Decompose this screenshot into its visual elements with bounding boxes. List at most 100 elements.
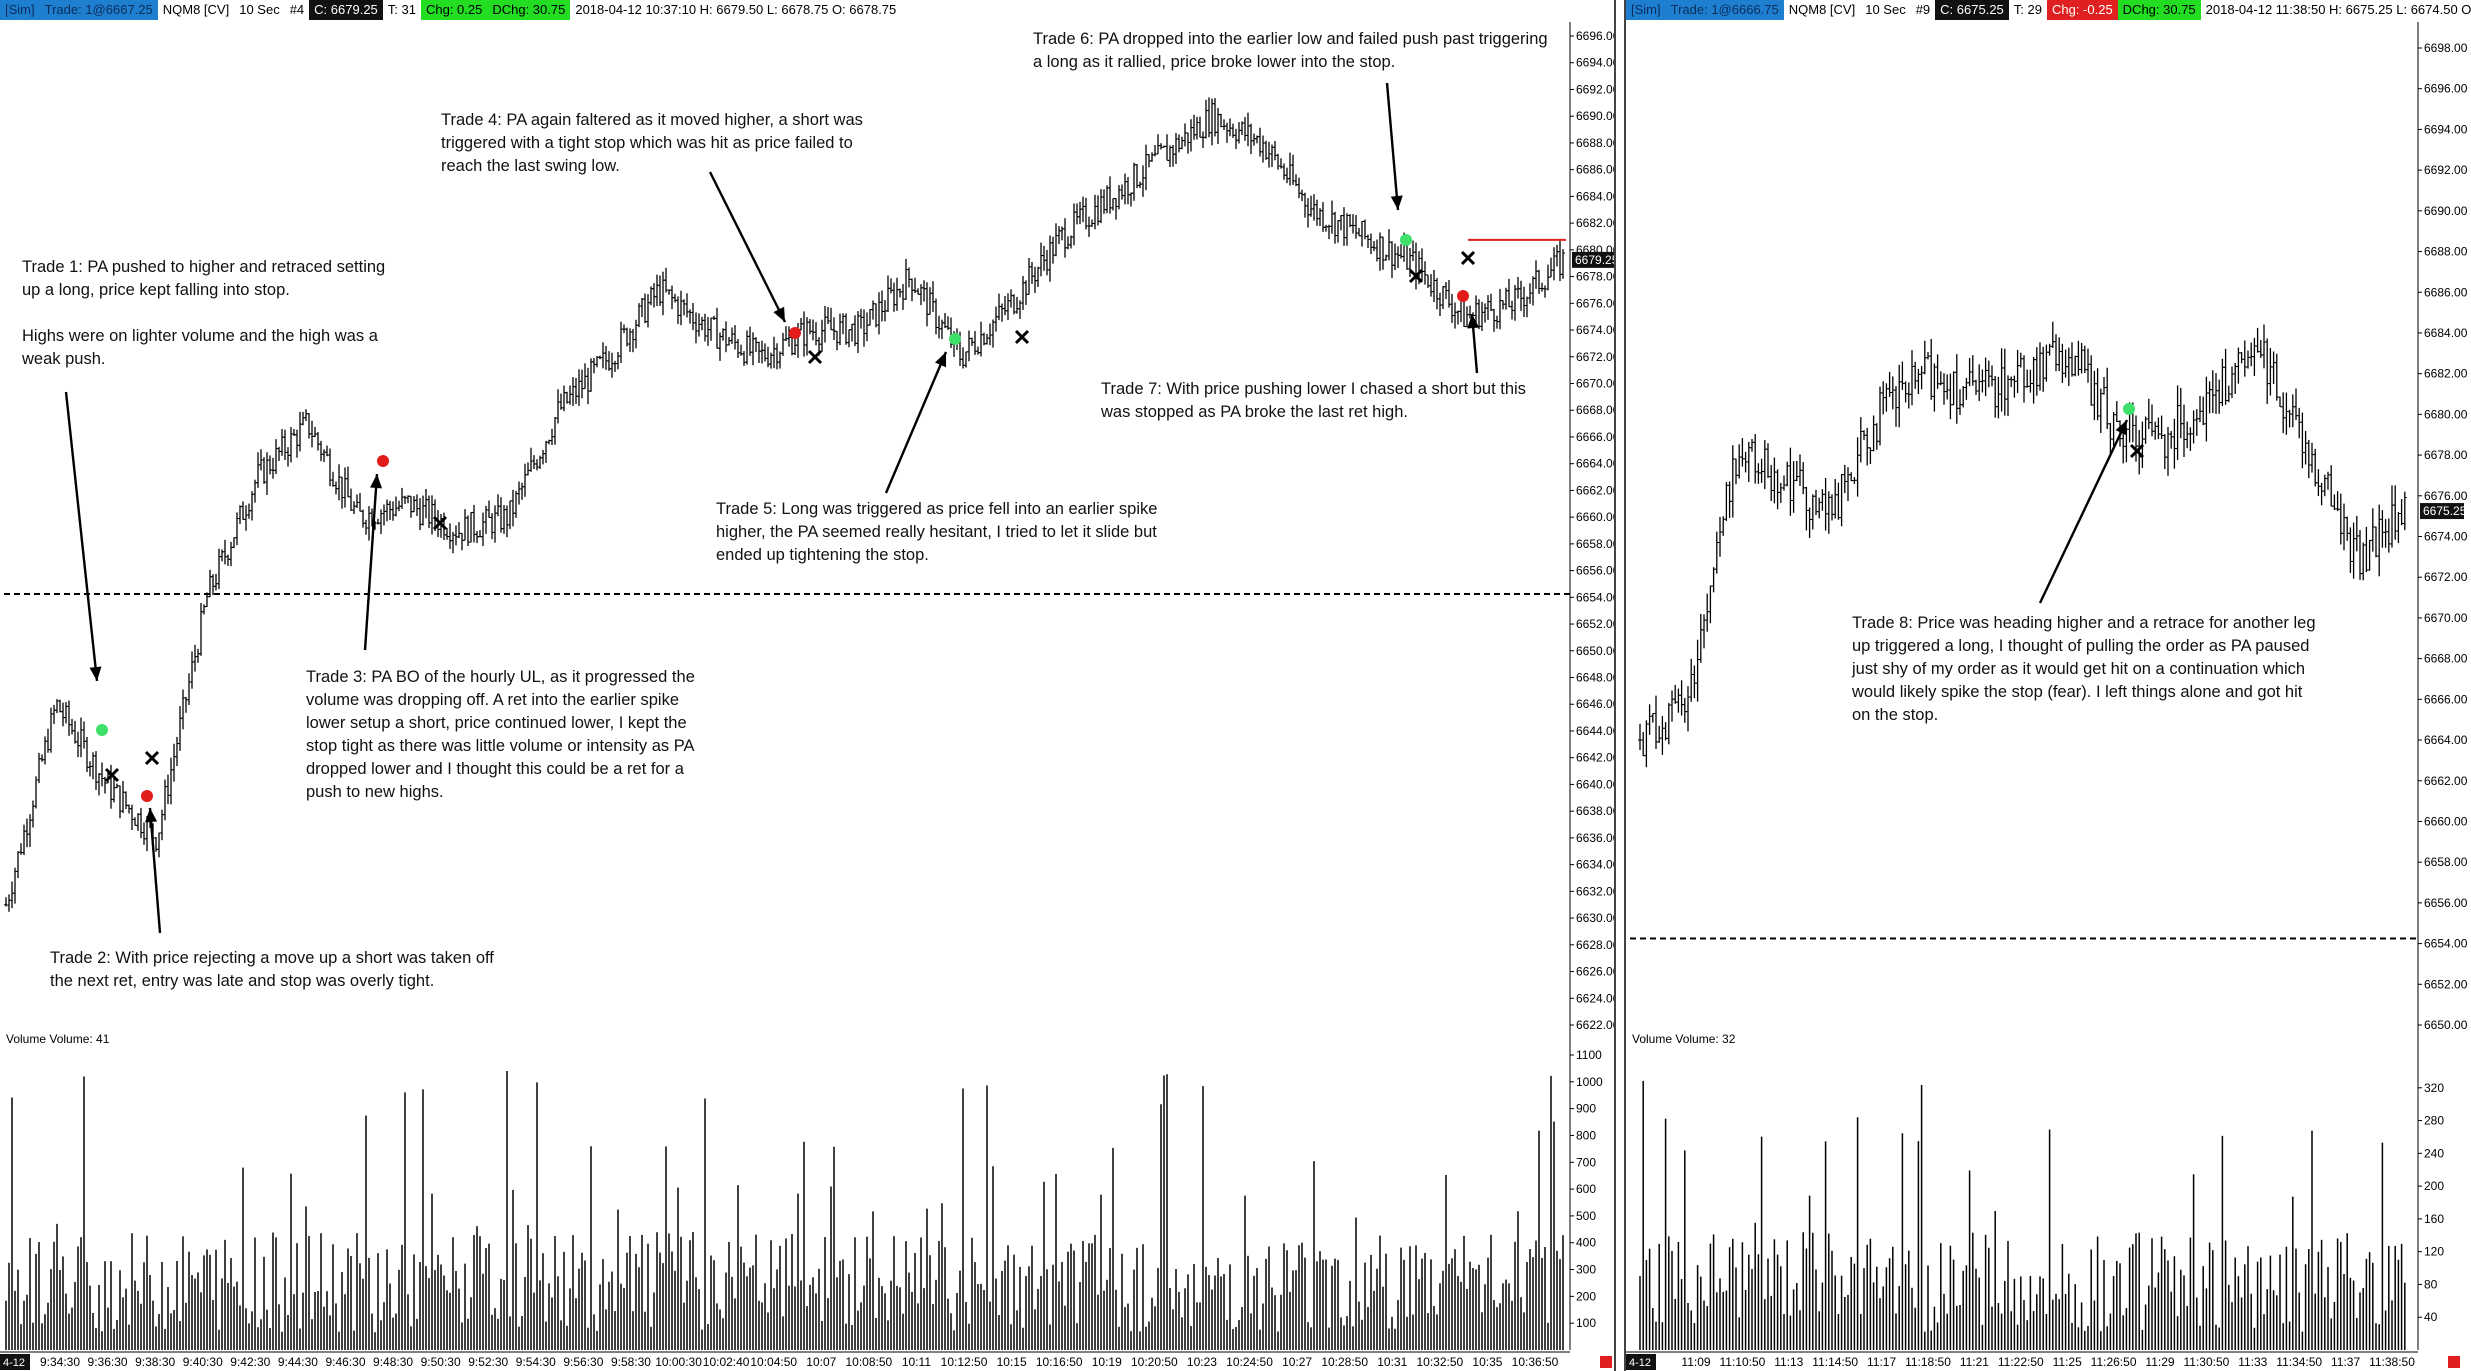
volume-tick-label: 500: [1576, 1209, 1596, 1223]
symbol-label: NQM8 [CV]: [1788, 2, 1856, 17]
price-tick-label: 6650.00: [2424, 1018, 2468, 1032]
trade-4-note: Trade 4: PA again faltered as it moved h…: [441, 111, 863, 175]
annotation-arrow: [708, 171, 787, 323]
volume-tick-label: 320: [2424, 1081, 2444, 1095]
price-tick-label: 6692.00: [2424, 163, 2468, 177]
price-tick-label: 6656.00: [1576, 564, 1614, 578]
price-tick-label: 6696.00: [2424, 82, 2468, 96]
trade-5-note: Trade 5: Long was triggered as price fel…: [716, 500, 1158, 564]
price-tick-label: 6634.00: [1576, 858, 1614, 872]
annotation-arrowhead: [89, 666, 102, 681]
time-tick-label: 10:23: [1187, 1355, 1217, 1369]
short-entry-marker: [141, 790, 153, 802]
time-tick-label: 10:16:50: [1036, 1355, 1083, 1369]
volume-tick-label: 160: [2424, 1212, 2444, 1226]
time-tick-label: 11:34:50: [2276, 1355, 2322, 1369]
volume-tick-label: 600: [1576, 1182, 1596, 1196]
time-tick-label: 10:07: [806, 1355, 836, 1369]
time-tick-label: 11:22:50: [1998, 1355, 2044, 1369]
time-tick-label: 9:46:30: [325, 1355, 365, 1369]
price-tick-label: 6656.00: [2424, 896, 2468, 910]
price-tick-label: 6666.00: [2424, 692, 2468, 706]
short-entry-marker: [377, 455, 389, 467]
time-tick-label: 11:38:50: [2369, 1355, 2415, 1369]
time-tick-label: 10:28:50: [1321, 1355, 1368, 1369]
volume-tick-label: 700: [1576, 1155, 1596, 1169]
price-tick-label: 6626.00: [1576, 965, 1614, 979]
left-price-chart[interactable]: 6696.00 6694.00 6692.00 6690.00 6688.00 6686.…: [0, 0, 1614, 1371]
time-tick-label: 9:56:30: [563, 1355, 603, 1369]
time-tick-label: 10:20:50: [1131, 1355, 1178, 1369]
price-tick-label: 6682.00: [1576, 216, 1614, 230]
trade-2-note: Trade 2: With price rejecting a move up …: [50, 949, 494, 990]
time-tick-label: 10:36:50: [1512, 1355, 1559, 1369]
price-tick-label: 6624.00: [1576, 991, 1614, 1005]
annotation-arrow: [884, 351, 948, 494]
volume-tick-label: 800: [1576, 1128, 1596, 1142]
last-price-tag: [2420, 503, 2464, 520]
close-tag: C: 6679.25: [309, 0, 383, 20]
time-tick-label: 10:32:50: [1416, 1355, 1463, 1369]
time-tick-label: 11:10:50: [1719, 1355, 1765, 1369]
price-tick-label: 6622.00: [1576, 1018, 1614, 1032]
exit-x-marker: [1408, 268, 1424, 284]
annotation-arrowhead: [145, 808, 158, 823]
price-tick-label: 6678.00: [2424, 448, 2468, 462]
time-tick-label: 9:40:30: [183, 1355, 223, 1369]
panel-divider[interactable]: [1614, 0, 1626, 1371]
right-chart-header: [Sim] Trade: 1@6666.75 NQM8 [CV] 10 Sec #9 C:…: [1626, 0, 2471, 20]
time-tick-label: 10:02:40: [703, 1355, 750, 1369]
right-chart-panel: [Sim] Trade: 1@6666.75 NQM8 [CV] 10 Sec #9 C:…: [1626, 0, 2471, 1371]
time-tick-label: 9:38:30: [135, 1355, 175, 1369]
chg-tag: Chg: 0.25: [420, 0, 488, 20]
volume-tick-label: 400: [1576, 1236, 1596, 1250]
volume-bars: [1639, 1080, 2406, 1350]
price-tick-label: 6642.00: [1576, 751, 1614, 765]
price-tick-label: 6662.00: [2424, 774, 2468, 788]
price-tick-label: 6668.00: [1576, 403, 1614, 417]
price-tick-label: 6684.00: [2424, 326, 2468, 340]
sim-tag: [Sim]: [1626, 0, 1666, 20]
annotation-arrow: [2038, 419, 2129, 604]
price-tick-label: 6682.00: [2424, 367, 2468, 381]
price-tick-label: 6694.00: [1576, 56, 1614, 70]
ohlc-bars: [4, 97, 1565, 912]
price-tick-label: 6674.00: [2424, 530, 2468, 544]
trade-7-note: Trade 7: With price pushing lower I chas…: [1101, 380, 1526, 421]
price-tick-label: 6654.00: [2424, 937, 2468, 951]
trade-8-note: Trade 8: Price was heading higher and a …: [1852, 614, 2316, 724]
price-tick-label: 6654.00: [1576, 590, 1614, 604]
price-tick-label: 6692.00: [1576, 82, 1614, 96]
last-price-label: 6675.25: [2423, 504, 2467, 518]
price-tick-label: 6660.00: [1576, 510, 1614, 524]
time-tick-label: 11:21: [1960, 1355, 1989, 1369]
trade-6-note: Trade 6: PA dropped into the earlier low…: [1033, 30, 1548, 71]
volume-tick-label: 200: [2424, 1179, 2444, 1193]
price-tick-label: 6686.00: [2424, 285, 2468, 299]
price-tick-label: 6640.00: [1576, 777, 1614, 791]
right-price-chart[interactable]: 6698.00 6696.00 6694.00 6692.00 6690.00 6688.…: [1626, 0, 2471, 1371]
volume-tick-label: 200: [1576, 1289, 1596, 1303]
exit-x-marker: [432, 515, 448, 531]
price-tick-label: 6630.00: [1576, 911, 1614, 925]
annotation-arrowhead: [934, 352, 947, 368]
price-tick-label: 6686.00: [1576, 163, 1614, 177]
volume-tick-label: 240: [2424, 1146, 2444, 1160]
time-tick-label: 10:04:50: [750, 1355, 797, 1369]
left-chart-panel: [Sim] Trade: 1@6667.25 NQM8 [CV] 10 Sec #4 C:…: [0, 0, 1614, 1371]
price-tick-label: 6698.00: [2424, 41, 2468, 55]
dchg-tag: DChg: 30.75: [487, 0, 571, 20]
volume-tick-label: 100: [1576, 1316, 1596, 1330]
short-entry-marker: [1457, 290, 1469, 302]
price-tick-label: 6646.00: [1576, 697, 1614, 711]
price-tick-label: 6672.00: [2424, 570, 2468, 584]
scroll-marker: [1600, 1356, 1612, 1368]
annotation-arrow: [1385, 82, 1400, 211]
volume-tick-label: 1000: [1576, 1075, 1603, 1089]
price-tick-label: 6628.00: [1576, 938, 1614, 952]
time-tick-label: 11:33: [2238, 1355, 2267, 1369]
exit-x-marker: [1014, 329, 1030, 345]
time-tick-label: 11:13: [1774, 1355, 1803, 1369]
left-chart-header: [Sim] Trade: 1@6667.25 NQM8 [CV] 10 Sec #4 C:…: [0, 0, 901, 20]
price-tick-label: 6694.00: [2424, 122, 2468, 136]
